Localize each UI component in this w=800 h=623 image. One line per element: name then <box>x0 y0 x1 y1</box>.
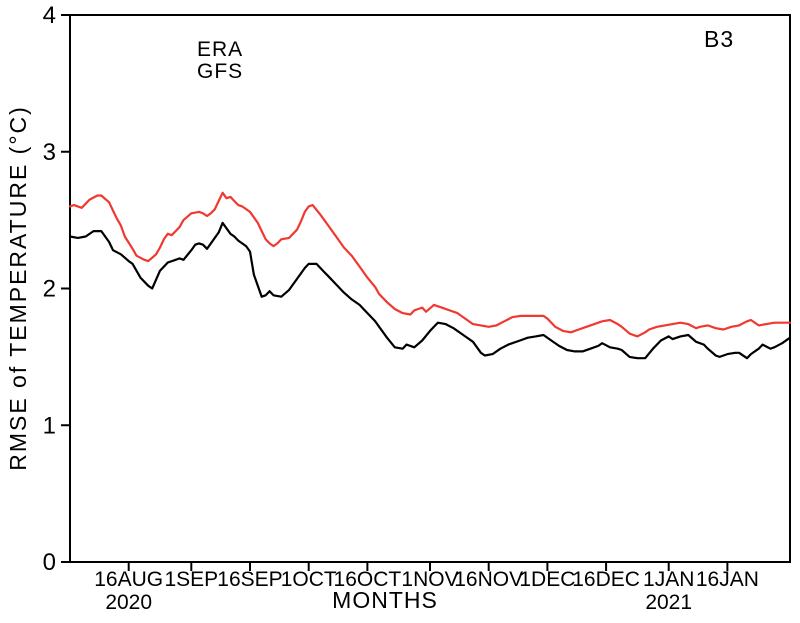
legend-gfs-label: GFS <box>197 60 243 83</box>
x-tick-label: 1JAN <box>643 568 694 591</box>
x-tick-label: 16JAN <box>696 568 759 591</box>
x-tick-label: 1SEP <box>164 568 218 591</box>
x-tick-label: 16AUG <box>94 568 163 591</box>
legend: ERA GFS <box>197 38 243 83</box>
y-axis-title: RMSE of TEMPERATURE (°C) <box>5 105 31 471</box>
legend-era-label: ERA <box>197 38 243 61</box>
year-label: 2021 <box>645 591 692 614</box>
gfs-line <box>68 191 792 338</box>
y-tick-label: 0 <box>43 549 56 576</box>
x-axis-year-labels: 2020 2021 <box>105 591 692 614</box>
x-tick-label: 16SEP <box>217 568 282 591</box>
plot-area <box>69 14 791 563</box>
x-tick-label: 16NOV <box>454 568 523 591</box>
x-tick-label: 16DEC <box>572 568 640 591</box>
x-tick-label: 1OCT <box>281 568 337 591</box>
x-tick-label: 1NOV <box>401 568 458 591</box>
x-tick-label: 1DEC <box>519 568 575 591</box>
panel-label: B3 <box>704 26 734 52</box>
era-line <box>68 221 792 360</box>
data-curves <box>68 191 792 360</box>
y-tick-label: 4 <box>43 2 56 29</box>
y-tick-label: 1 <box>43 412 56 439</box>
y-tick-label: 3 <box>43 139 56 166</box>
x-tick-label: 16OCT <box>334 568 402 591</box>
year-label: 2020 <box>105 591 152 614</box>
x-axis-title: MONTHS <box>332 587 438 613</box>
y-tick-label: 2 <box>43 276 56 303</box>
y-axis-ticks: 0 1 2 3 4 <box>43 2 70 576</box>
